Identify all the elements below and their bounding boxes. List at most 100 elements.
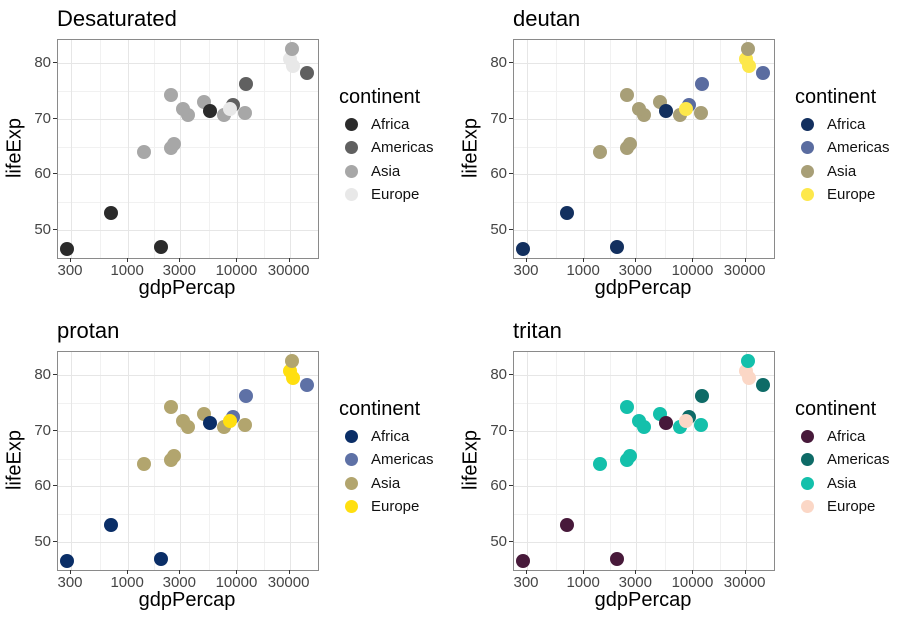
legend: continent Africa Americas Asia Europe [339,86,456,203]
legend-label: Americas [371,451,434,469]
data-point [222,413,237,428]
panel-tritan: tritan lifeExp gdpPercap continent Afric… [456,312,912,624]
major-gridline-x [71,40,72,258]
x-tick-label: 1000 [110,262,144,279]
minor-gridline-y [58,458,318,460]
data-point [632,102,647,117]
x-tick-mark [583,258,585,262]
legend-label: Asia [827,162,857,180]
major-gridline-y [58,174,318,176]
legend-swatch [801,476,814,490]
y-tick-label: 60 [490,165,507,183]
data-point [166,136,181,151]
legend-swatch [345,499,358,513]
legend-title: continent [795,86,877,108]
data-point [154,552,169,567]
data-point [239,77,254,92]
minor-gridline-y [514,146,774,148]
y-tick-label: 80 [490,366,507,383]
legend-label: Europe [827,497,876,515]
x-tick-mark [288,570,290,574]
major-gridline-y [58,486,318,488]
major-gridline-x [693,40,695,258]
legend-label: Americas [827,451,890,469]
x-axis-title: gdpPercap [594,589,692,611]
plot-area [57,351,319,571]
x-tick-mark [179,570,181,574]
data-point [176,102,191,117]
data-point [658,104,673,119]
minor-gridline-x [664,352,666,570]
data-point [619,88,634,103]
legend-label: Europe [371,185,420,203]
major-gridline-x [237,352,239,570]
x-tick-label: 300 [57,262,83,279]
legend-swatch [345,453,358,467]
x-tick-label: 1000 [566,574,600,591]
y-tick-mark [509,541,513,542]
x-tick-label: 300 [57,574,83,591]
data-point [237,106,252,121]
y-tick-label: 80 [34,366,51,383]
x-tick-label: 300 [513,262,539,279]
y-tick-label: 70 [34,109,51,127]
x-tick-label: 3000 [162,262,196,279]
y-tick-mark [53,374,57,375]
data-point [285,41,300,56]
minor-gridline-x [774,40,775,258]
x-tick-label: 30000 [267,262,310,279]
y-tick-label: 60 [34,165,51,183]
y-tick-label: 60 [490,477,507,495]
data-point [239,389,254,404]
panel-title: Desaturated [57,6,177,31]
data-point [658,416,673,431]
major-gridline-y [58,63,318,64]
minor-gridline-x [555,40,557,258]
x-axis-title: gdpPercap [594,277,692,299]
minor-gridline-y [58,402,318,404]
x-tick-mark [127,570,129,574]
data-point [741,59,756,74]
x-tick-mark [744,258,746,262]
legend: continent Africa Americas Asia Europe [339,398,456,515]
x-tick-mark [583,570,585,574]
y-tick-label: 50 [490,533,507,550]
minor-gridline-x [555,352,557,570]
data-point [619,400,634,415]
legend-label: Africa [371,116,410,133]
data-point [237,418,252,433]
data-point [622,448,637,463]
y-tick-label: 50 [34,533,51,550]
data-point [222,101,237,116]
data-point [622,136,637,151]
x-tick-label: 3000 [618,262,652,279]
data-point [741,371,756,386]
major-gridline-x [128,40,130,258]
minor-gridline-y [58,90,318,92]
minor-gridline-x [719,40,721,258]
data-point [693,418,708,433]
legend-swatch [801,187,814,201]
legend-label: Europe [827,185,876,203]
data-point [610,552,625,567]
y-tick-mark [509,485,513,487]
major-gridline-y [514,230,774,231]
minor-gridline-x [154,352,156,570]
y-tick-label: 70 [34,421,51,439]
data-point [592,144,607,159]
minor-gridline-x [774,352,775,570]
legend-swatch [345,118,358,131]
legend-label: Europe [371,497,420,515]
major-gridline-x [745,352,747,570]
x-tick-mark [744,570,746,574]
data-point [166,448,181,463]
major-gridline-x [636,352,638,570]
data-point [695,77,710,92]
major-gridline-x [71,352,72,570]
data-point [755,66,770,81]
major-gridline-x [527,352,528,570]
major-gridline-x [745,40,747,258]
data-point [285,59,300,74]
major-gridline-x [289,352,291,570]
legend-label: Africa [827,116,866,133]
